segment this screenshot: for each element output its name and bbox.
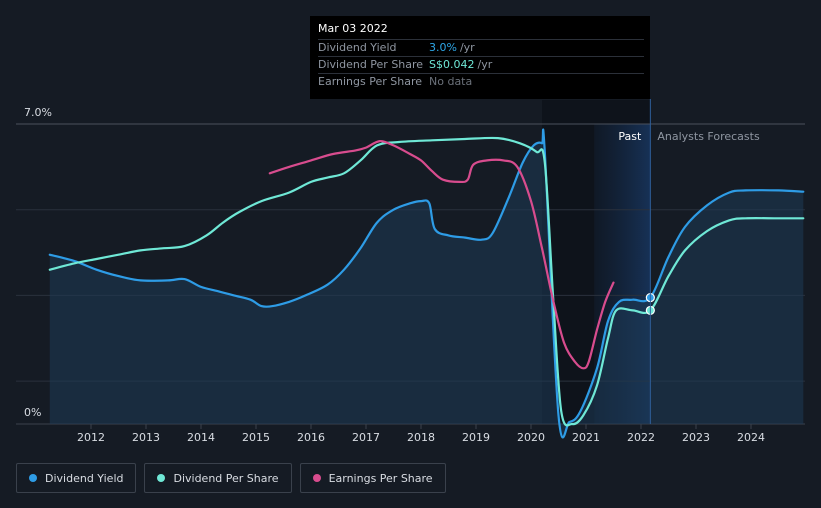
dividend-yield-area bbox=[49, 129, 804, 438]
legend-label: Dividend Yield bbox=[45, 471, 124, 485]
tooltip-unit: /yr bbox=[459, 41, 475, 54]
tooltip-row-dividend-yield: Dividend Yield 3.0% /yr bbox=[318, 39, 644, 56]
tooltip-value: 3.0% bbox=[429, 41, 457, 54]
x-tick-label: 2017 bbox=[352, 431, 380, 444]
dividend-yield-area bbox=[49, 129, 804, 438]
x-tick-label: 2021 bbox=[572, 431, 600, 444]
x-tick-label: 2020 bbox=[517, 431, 545, 444]
legend-dividend-per-share[interactable]: Dividend Per Share bbox=[144, 463, 292, 493]
y-axis-bottom-label: 0% bbox=[24, 406, 41, 419]
legend-dividend-yield[interactable]: Dividend Yield bbox=[16, 463, 137, 493]
x-tick-label: 2012 bbox=[77, 431, 105, 444]
y-axis-top-label: 7.0% bbox=[24, 106, 52, 119]
forecast-region-label: Analysts Forecasts bbox=[657, 130, 760, 143]
past-region-label: Past bbox=[618, 130, 642, 143]
dividend-per-share-line bbox=[48, 136, 805, 427]
x-tick-label: 2023 bbox=[682, 431, 710, 444]
tooltip-value: S$0.042 bbox=[429, 58, 475, 71]
legend-dot-icon bbox=[312, 474, 321, 482]
tooltip-row-earnings-per-share: Earnings Per Share No data bbox=[318, 73, 644, 90]
tooltip-row-dividend-per-share: Dividend Per Share S$0.042 /yr bbox=[318, 56, 644, 73]
tooltip-date: Mar 03 2022 bbox=[318, 22, 388, 35]
tooltip-value: No data bbox=[429, 75, 473, 88]
x-tick-label: 2015 bbox=[242, 431, 270, 444]
x-tick-label: 2014 bbox=[187, 431, 215, 444]
chart-legend: Dividend Yield Dividend Per Share Earnin… bbox=[16, 463, 446, 493]
legend-dot-icon bbox=[29, 474, 37, 482]
series-lines bbox=[48, 128, 805, 439]
x-tick-label: 2013 bbox=[132, 431, 160, 444]
tooltip-unit: /yr bbox=[477, 58, 493, 71]
tooltip-label: Dividend Yield bbox=[318, 41, 397, 54]
legend-label: Dividend Per Share bbox=[173, 471, 279, 485]
dividend-yield-line bbox=[48, 128, 805, 439]
x-tick-label: 2019 bbox=[462, 431, 490, 444]
legend-label: Earnings Per Share bbox=[328, 471, 433, 485]
x-tick-label: 2018 bbox=[407, 431, 435, 444]
earnings-per-share-line bbox=[268, 139, 615, 370]
x-tick-label: 2022 bbox=[627, 431, 655, 444]
x-tick-label: 2024 bbox=[737, 431, 765, 444]
tooltip-label: Dividend Per Share bbox=[318, 58, 424, 71]
tooltip-label: Earnings Per Share bbox=[318, 75, 423, 88]
legend-dot-icon bbox=[157, 474, 166, 482]
x-tick-label: 2016 bbox=[297, 431, 325, 444]
x-axis-ticks: 2012 2013 2014 2015 2016 2017 2018 2019 2020 2021… bbox=[77, 424, 765, 444]
hover-tooltip: Mar 03 2022 Dividend Yield 3.0% /yr Divi… bbox=[310, 16, 650, 99]
legend-earnings-per-share[interactable]: Earnings Per Share bbox=[299, 463, 446, 493]
